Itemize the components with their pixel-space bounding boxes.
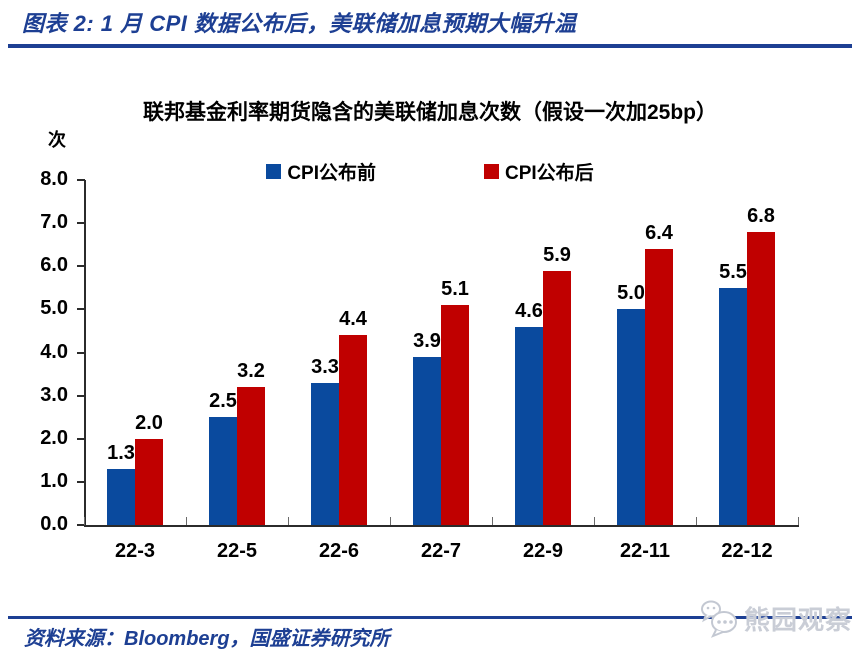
footer-divider-line: [8, 616, 852, 619]
caption-divider-line: [8, 44, 852, 48]
y-tick-label: 8.0: [40, 168, 68, 190]
y-tick-label: 5.0: [40, 297, 68, 320]
source-attribution: 资料来源：Bloomberg，国盛证券研究所: [24, 628, 390, 650]
y-axis-tick: [77, 308, 85, 311]
bar-value-label: 3.3: [311, 355, 339, 378]
bar-value-label: 5.5: [719, 260, 747, 283]
bar-value-label: 4.4: [339, 308, 367, 331]
legend-swatch: [484, 164, 499, 179]
x-axis-tick: [288, 517, 289, 525]
bar-value-label: 5.0: [617, 282, 645, 305]
bar-before-cpi: [617, 309, 645, 525]
x-tick-label: 22-3: [114, 540, 156, 562]
x-axis-tick: [186, 517, 187, 525]
x-axis-tick: [492, 517, 493, 525]
legend-item: CPI公布后: [484, 158, 594, 185]
y-tick-label: 6.0: [40, 254, 68, 277]
bar-after-cpi: [645, 249, 673, 525]
x-tick-label: 22-5: [216, 540, 258, 562]
bar-after-cpi: [135, 438, 163, 525]
y-tick-label: 4.0: [40, 340, 68, 363]
bar-after-cpi: [543, 270, 571, 525]
y-axis-tick: [77, 437, 85, 440]
y-axis-line: [84, 180, 86, 526]
bar-after-cpi: [237, 387, 265, 525]
legend-label: CPI公布后: [505, 163, 594, 184]
y-tick-label: 1.0: [40, 469, 68, 492]
bar-before-cpi: [107, 468, 135, 525]
y-tick-label: 3.0: [40, 383, 68, 406]
y-tick-label: 7.0: [40, 211, 68, 234]
x-axis-tick: [84, 517, 85, 525]
bar-value-label: 5.1: [441, 278, 469, 301]
legend-label: CPI公布前: [287, 163, 376, 184]
bar-value-label: 1.3: [107, 441, 135, 464]
y-axis-tick: [77, 179, 85, 181]
y-axis-tick: [77, 524, 85, 526]
bar-value-label: 3.9: [413, 329, 441, 352]
x-axis-line: [84, 525, 799, 527]
chart-title: 联邦基金利率期货隐含的美联储加息次数（假设一次加25bp）: [142, 101, 717, 124]
bar-after-cpi: [441, 305, 469, 525]
x-axis-tick: [696, 517, 697, 525]
bar-before-cpi: [515, 326, 543, 525]
y-tick-label: 0.0: [40, 513, 68, 535]
x-tick-label: 22-11: [619, 540, 671, 562]
bar-value-label: 6.8: [747, 204, 775, 227]
figure-caption: 图表 2: 1 月 CPI 数据公布后，美联储加息预期大幅升温: [22, 11, 577, 36]
legend-item: CPI公布前: [266, 158, 376, 185]
x-axis-tick: [594, 517, 595, 525]
x-tick-label: 22-7: [420, 540, 462, 562]
bar-before-cpi: [719, 287, 747, 525]
bar-value-label: 6.4: [645, 222, 673, 244]
bar-value-label: 4.6: [515, 299, 543, 322]
bar-value-label: 2.0: [135, 411, 163, 434]
x-tick-label: 22-12: [721, 540, 773, 562]
y-axis-tick: [77, 394, 85, 397]
legend-swatch: [266, 164, 282, 179]
bar-value-label: 3.2: [237, 360, 265, 382]
bar-before-cpi: [413, 356, 441, 525]
y-axis-tick: [77, 222, 85, 225]
bar-value-label: 2.5: [209, 390, 237, 413]
x-tick-label: 22-6: [318, 540, 360, 562]
y-tick-label: 2.0: [40, 426, 68, 449]
x-axis-tick: [390, 517, 391, 525]
bar-value-label: 5.9: [543, 243, 571, 266]
bar-after-cpi: [339, 335, 367, 525]
watermark: 熊园观察: [698, 596, 852, 640]
y-axis-tick: [77, 265, 85, 268]
watermark-text: 熊园观察: [743, 604, 852, 635]
chat-bubble-logo-icon: [698, 598, 742, 638]
x-tick-label: 22-9: [522, 540, 564, 562]
chart-legend: CPI公布前 CPI公布后: [0, 158, 860, 185]
x-axis-tick: [798, 517, 799, 525]
bar-after-cpi: [747, 231, 775, 525]
bar-before-cpi: [209, 417, 237, 525]
y-axis-tick: [77, 351, 85, 354]
y-axis-unit-label: 次: [48, 130, 66, 150]
y-axis-tick: [77, 480, 85, 483]
bar-before-cpi: [311, 382, 339, 525]
